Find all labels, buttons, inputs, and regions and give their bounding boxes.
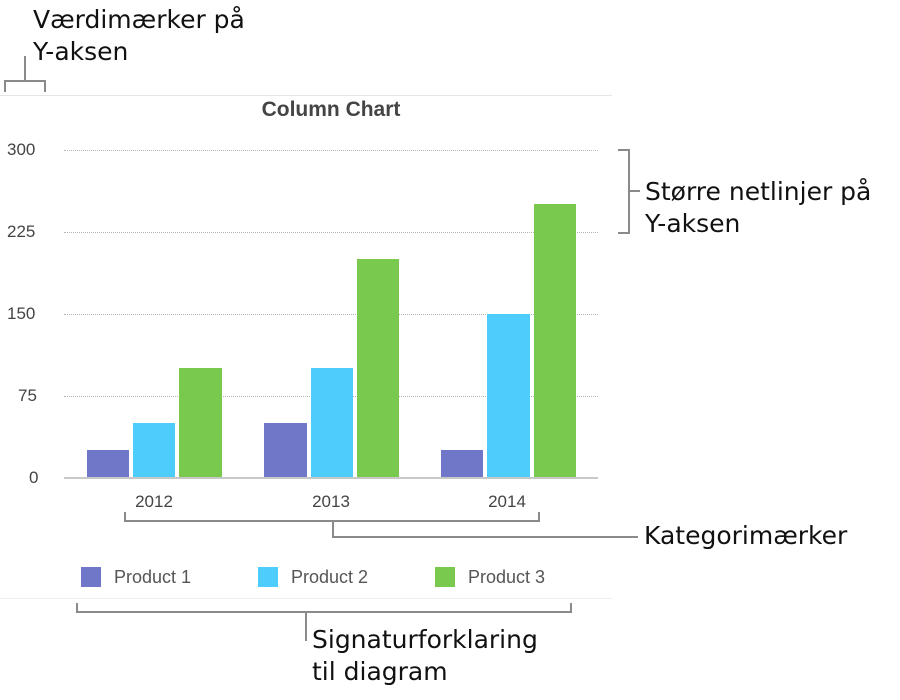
chart-top-border xyxy=(0,95,612,96)
callout-bracket xyxy=(24,56,26,81)
callout-bracket xyxy=(628,190,640,192)
gridline xyxy=(64,150,598,151)
y-tick-label: 75 xyxy=(18,386,37,405)
bar-product-3-2012 xyxy=(179,368,222,478)
y-tick-label: 150 xyxy=(7,304,36,323)
legend-swatch-product-3 xyxy=(435,567,455,587)
bar-product-2-2012 xyxy=(133,423,175,478)
bar-product-3-2014 xyxy=(534,204,576,478)
legend-swatch-product-2 xyxy=(258,567,278,587)
callout-text-line2: Y-aksen xyxy=(645,209,741,238)
category-label: 2013 xyxy=(312,492,350,511)
callout-text-line1: Signaturforklaring xyxy=(312,625,538,654)
callout-bracket xyxy=(332,536,638,538)
legend-label: Product 3 xyxy=(468,567,546,587)
callout-text-line1: Større netlinjer på xyxy=(645,177,872,206)
bar-product-2-2013 xyxy=(311,368,353,478)
callout-bracket xyxy=(570,603,572,613)
y-tick-label: 300 xyxy=(7,140,36,159)
callout-bracket xyxy=(618,149,630,151)
callout-text-line2: Y-aksen xyxy=(33,37,129,66)
callout-bracket xyxy=(4,80,46,82)
category-label: 2012 xyxy=(135,492,173,511)
x-axis-line xyxy=(64,477,598,479)
callout-major-gridlines: Større netlinjer på Y-aksen xyxy=(645,176,871,240)
callout-category-labels: Kategorimærker xyxy=(644,521,848,550)
chart-title: Column Chart xyxy=(261,98,401,121)
chart-bottom-border xyxy=(0,598,612,599)
callout-y-axis-value-labels: Værdimærker på Y-aksen xyxy=(33,4,245,68)
gridline xyxy=(64,232,598,233)
callout-bracket xyxy=(538,512,540,522)
callout-bracket xyxy=(4,80,6,92)
gridline xyxy=(64,314,598,315)
callout-text-line2: til diagram xyxy=(312,657,448,686)
callout-bracket xyxy=(124,512,126,522)
callout-bracket xyxy=(44,80,46,92)
bar-product-2-2014 xyxy=(487,314,530,478)
bar-product-1-2014 xyxy=(441,450,483,478)
y-tick-label: 225 xyxy=(7,222,36,241)
callout-legend: Signaturforklaring til diagram xyxy=(312,624,538,688)
category-label: 2014 xyxy=(488,492,526,511)
bar-product-1-2013 xyxy=(264,423,307,478)
legend-label: Product 1 xyxy=(114,567,192,587)
callout-bracket xyxy=(332,520,334,537)
callout-bracket xyxy=(305,611,307,641)
bar-product-1-2012 xyxy=(87,450,129,478)
callout-bracket xyxy=(618,232,630,234)
bar-product-3-2013 xyxy=(357,259,399,478)
callout-text-line1: Værdimærker på xyxy=(33,5,245,34)
legend-swatch-product-1 xyxy=(81,567,101,587)
legend-label: Product 2 xyxy=(291,567,369,587)
callout-bracket xyxy=(76,611,572,613)
y-tick-label: 0 xyxy=(29,468,39,487)
callout-bracket xyxy=(76,603,78,613)
